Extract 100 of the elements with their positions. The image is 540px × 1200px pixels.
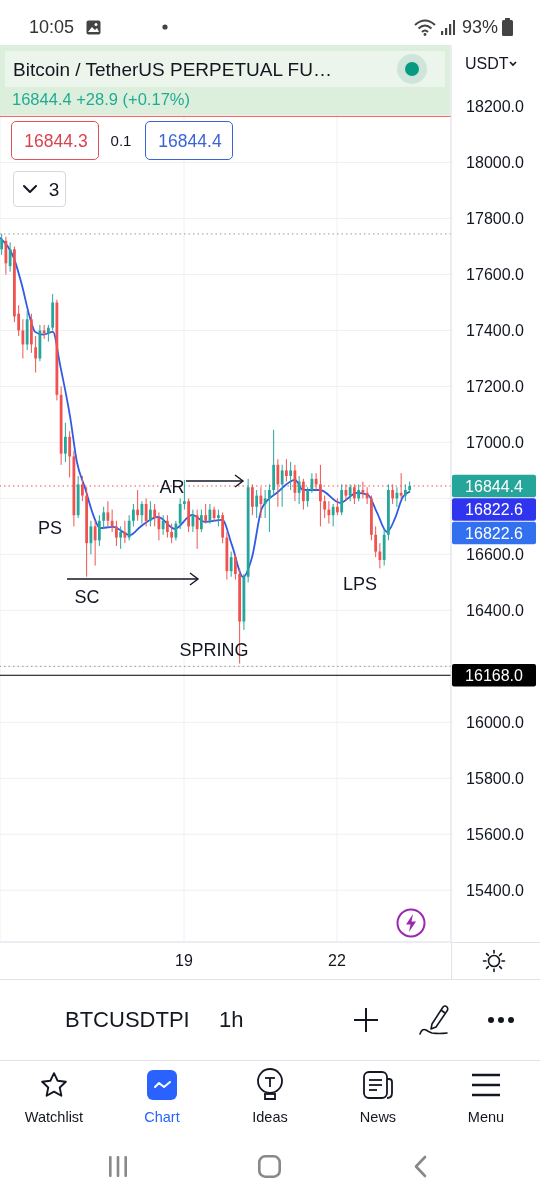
candlestick	[399, 472, 403, 499]
annotation: 3	[48, 177, 60, 201]
price-button: 16844.4	[145, 121, 233, 160]
candlestick	[250, 483, 254, 516]
y-tick-label: 18000.0	[466, 154, 525, 172]
ref-line-label: 16168.0	[465, 666, 524, 684]
y-tick-label: 17200.0	[466, 378, 525, 396]
candlestick	[148, 500, 152, 527]
candlestick	[297, 475, 301, 505]
y-tick-label: 15400.0	[466, 881, 525, 899]
candlestick	[97, 514, 101, 547]
price-button: 16844.3	[11, 121, 99, 160]
text: Watchlist	[24, 1108, 84, 1126]
collapse-button: 3	[13, 171, 66, 207]
candlestick	[68, 430, 72, 478]
text: BTCUSDTPI	[65, 1007, 190, 1033]
annotation: LPS	[342, 573, 378, 595]
candlestick	[4, 236, 8, 275]
candlestick	[0, 233, 4, 256]
candlestick	[348, 483, 352, 502]
annotation: PS	[37, 517, 63, 539]
candlestick	[323, 495, 327, 519]
candlestick	[306, 486, 310, 508]
candlestick	[123, 520, 127, 544]
candlestick	[157, 511, 161, 541]
y-tick-label: 17400.0	[466, 322, 525, 340]
candlestick	[153, 503, 157, 527]
x-tick-label: 19	[175, 952, 194, 970]
y-tick-label: 16000.0	[466, 713, 525, 731]
candlestick	[199, 509, 203, 533]
text: 16844.4 +28.9 (+0.17%)	[12, 89, 190, 109]
candlestick	[93, 520, 97, 567]
text: Ideas	[252, 1108, 288, 1126]
annotation: AR	[159, 476, 185, 498]
candlestick	[234, 553, 237, 581]
y-tick-label: 16600.0	[466, 545, 525, 563]
y-tick-label: 18200.0	[466, 98, 525, 116]
y-axis-title: USDT	[465, 53, 509, 73]
text: 16822.6	[465, 524, 524, 542]
candlestick	[378, 542, 382, 569]
candlestick	[280, 464, 284, 508]
candlestick	[319, 464, 322, 527]
candlestick	[42, 324, 46, 340]
candlestick	[174, 520, 178, 541]
candlestick	[268, 483, 271, 533]
candlestick	[331, 503, 335, 527]
candlestick	[195, 509, 199, 550]
y-tick-label: 17000.0	[466, 434, 525, 452]
candlestick	[127, 514, 131, 541]
y-tick-label: 15600.0	[466, 825, 525, 843]
candlestick	[110, 509, 114, 533]
candlestick	[374, 525, 378, 558]
y-tick-label: 16400.0	[466, 601, 525, 619]
candlestick	[204, 503, 208, 525]
candlestick	[365, 486, 369, 505]
candlestick	[208, 503, 212, 525]
candlestick	[314, 472, 318, 491]
candlestick	[327, 500, 331, 525]
candlestick	[221, 511, 225, 544]
text: Bitcoin / TetherUS PERPETUAL FU…	[13, 57, 332, 81]
text: Menu	[467, 1108, 505, 1126]
candlestick	[229, 551, 233, 578]
y-tick-label: 17600.0	[466, 266, 525, 284]
candlestick	[64, 422, 67, 463]
candlestick	[34, 335, 38, 373]
candlestick	[182, 479, 186, 511]
annotation: SC	[74, 586, 100, 608]
annotation: 16844.3	[24, 130, 88, 152]
candlestick	[340, 483, 344, 516]
candlestick	[310, 472, 314, 494]
candlestick	[102, 506, 106, 530]
y-tick-label: 15800.0	[466, 769, 525, 787]
candlestick	[170, 523, 174, 544]
text: 93%	[462, 16, 499, 38]
y-tick-label: 17800.0	[466, 210, 525, 228]
candlestick	[161, 514, 165, 536]
candlestick	[106, 500, 110, 527]
candlestick	[115, 520, 118, 547]
candlestick	[255, 489, 259, 519]
line-series	[0, 237, 411, 578]
candlestick	[289, 461, 293, 491]
text: Chart	[144, 1108, 180, 1126]
candlestick	[166, 514, 169, 539]
annotation: 16844.4	[158, 130, 222, 152]
candlestick	[119, 525, 123, 550]
text: News	[359, 1108, 397, 1126]
text: 10:05	[29, 16, 75, 38]
candlestick	[131, 503, 135, 527]
candlestick	[285, 458, 288, 483]
text: 16844.4	[465, 477, 523, 495]
candlestick	[178, 497, 182, 530]
candlestick	[8, 241, 12, 273]
candlestick	[21, 318, 25, 359]
candlestick	[263, 489, 267, 519]
candlestick	[136, 489, 140, 522]
x-tick-label: 22	[328, 952, 347, 970]
candlestick	[144, 497, 148, 527]
text: 1h	[219, 1007, 244, 1033]
annotation: 0.1	[110, 132, 132, 150]
text: 16822.6	[465, 501, 524, 519]
